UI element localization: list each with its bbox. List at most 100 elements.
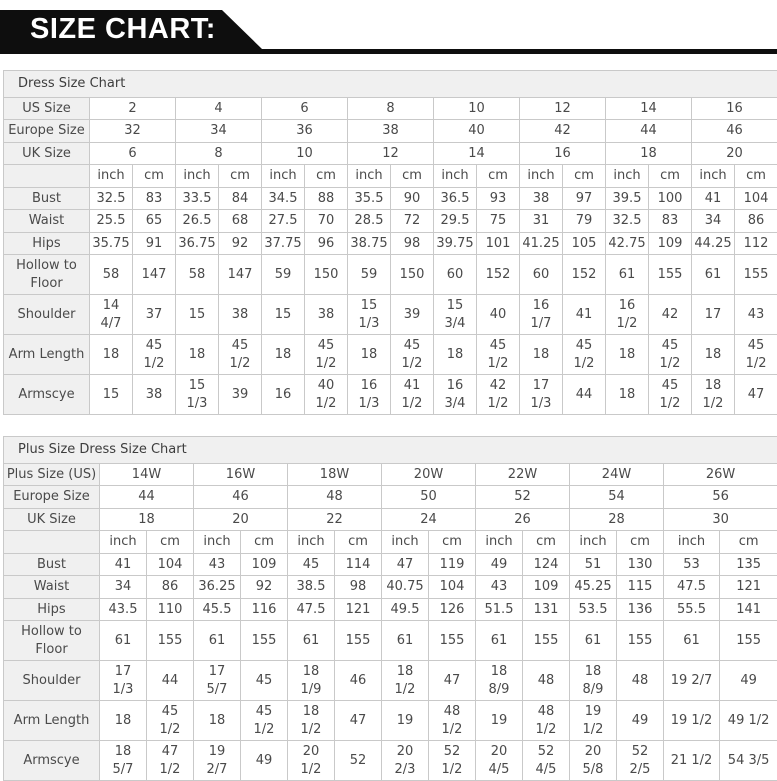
measurement-value-cell: 131: [523, 598, 570, 621]
cell-value: 47 1/2: [160, 743, 181, 778]
cell-value: 45.25: [574, 579, 611, 594]
measurement-value-cell: 43.5: [100, 598, 147, 621]
measurement-value-cell: 45 1/2: [241, 701, 288, 741]
measurement-value-cell: 35.5: [348, 187, 391, 210]
measurement-value-cell: 83: [649, 210, 692, 233]
measurement-value-cell: 19: [476, 701, 523, 741]
cell-value: 45: [303, 557, 320, 572]
cell-value: 47: [350, 713, 367, 728]
cell-value: 19: [491, 713, 508, 728]
cell-value: 150: [314, 267, 339, 282]
measurement-value-cell: 15: [176, 295, 219, 335]
cell-value: 83: [146, 191, 163, 206]
measurement-value-cell: 26.5: [176, 210, 219, 233]
measurement-value-cell: 61: [476, 621, 523, 661]
unit-header-cell: cm: [617, 531, 664, 554]
measurement-value-cell: 155: [429, 621, 476, 661]
cell-value: 109: [658, 236, 683, 251]
unit-header-cell: cm: [241, 531, 288, 554]
measurement-value-cell: 55.5: [664, 598, 720, 621]
measurement-value-cell: 45 1/2: [649, 375, 692, 415]
cell-value: 27.5: [269, 213, 298, 228]
cell-value: 83: [662, 213, 679, 228]
cell-value: 18 1/2: [395, 663, 416, 698]
cell-value: 17: [705, 307, 722, 322]
cell-value: 59: [361, 267, 378, 282]
cell-value: 46: [350, 673, 367, 688]
unit-header-cell: cm: [335, 531, 382, 554]
unit-header-cell: cm: [305, 165, 348, 188]
size-value-cell: 44: [606, 120, 692, 143]
measurement-value-cell: 52 2/5: [617, 741, 664, 781]
cell-value: 60: [533, 267, 550, 282]
cell-value: 49: [256, 753, 273, 768]
cell-value: 19 2/7: [671, 672, 713, 690]
measurement-value-cell: 45 1/2: [649, 335, 692, 375]
cell-value: 116: [252, 602, 277, 617]
size-value-cell: 6: [90, 142, 176, 165]
measurement-value-cell: 42.75: [606, 232, 649, 255]
size-value-cell: 20W: [382, 463, 476, 486]
measurement-value-cell: 47: [335, 701, 382, 741]
cell-value: 41: [576, 307, 593, 322]
cell-value: 55.5: [677, 602, 706, 617]
cell-value: 52 1/2: [442, 743, 463, 778]
measurement-value-cell: 150: [305, 255, 348, 295]
table-title: Plus Size Dress Size Chart: [4, 437, 777, 464]
measurement-value-cell: 91: [133, 232, 176, 255]
measurement-value-cell: 18 1/9: [288, 661, 335, 701]
measurement-value-cell: 35.75: [90, 232, 133, 255]
size-value-cell: 32: [90, 120, 176, 143]
measurement-value-cell: 155: [147, 621, 194, 661]
cell-value: 54 3/5: [728, 752, 770, 770]
measurement-value-cell: 34: [100, 576, 147, 599]
measurement-value-cell: 20 1/2: [288, 741, 335, 781]
cell-value: 32.5: [613, 213, 642, 228]
measurement-value-cell: 38.5: [288, 576, 335, 599]
measurement-value-cell: 38: [219, 295, 262, 335]
measurement-value-cell: 18: [520, 335, 563, 375]
unit-header-cell: inch: [520, 165, 563, 188]
measurement-value-cell: 150: [391, 255, 434, 295]
measurement-value-cell: 45: [288, 553, 335, 576]
cell-value: 115: [628, 579, 653, 594]
measurement-value-cell: 17 5/7: [194, 661, 241, 701]
measurement-value-cell: 60: [520, 255, 563, 295]
measurement-value-cell: 15: [90, 375, 133, 415]
row-label: Waist: [4, 210, 90, 233]
cell-value: 121: [736, 579, 761, 594]
cell-value: 33.5: [183, 191, 212, 206]
measurement-value-cell: 18: [606, 375, 649, 415]
measurement-value-cell: 34.5: [262, 187, 305, 210]
measurement-value-cell: 51: [570, 553, 617, 576]
measurement-value-cell: 45.25: [570, 576, 617, 599]
size-value-cell: 18W: [288, 463, 382, 486]
cell-value: 112: [744, 236, 769, 251]
cell-value: 47: [397, 557, 414, 572]
row-label: Hollow to Floor: [4, 255, 90, 295]
measurement-value-cell: 18 1/2: [382, 661, 429, 701]
measurement-value-cell: 45 1/2: [735, 335, 777, 375]
measurement-value-cell: 61: [570, 621, 617, 661]
measurement-value-cell: 45 1/2: [133, 335, 176, 375]
measurement-value-cell: 53.5: [570, 598, 617, 621]
cell-value: 42.75: [608, 236, 645, 251]
cell-value: 52: [350, 753, 367, 768]
unit-header-cell: inch: [262, 165, 305, 188]
measurement-value-cell: 119: [429, 553, 476, 576]
cell-value: 124: [534, 557, 559, 572]
cell-value: 36.25: [198, 579, 235, 594]
cell-value: 14 4/7: [101, 297, 122, 332]
measurement-value-cell: 42: [649, 295, 692, 335]
cell-value: 45 1/2: [660, 377, 681, 412]
size-value-cell: 16W: [194, 463, 288, 486]
measurement-value-cell: 84: [219, 187, 262, 210]
cell-value: 15: [103, 387, 120, 402]
cell-value: 141: [736, 602, 761, 617]
measurement-value-cell: 16 1/7: [520, 295, 563, 335]
measurement-value-cell: 40.75: [382, 576, 429, 599]
unit-header-cell: cm: [391, 165, 434, 188]
cell-value: 18 1/2: [301, 703, 322, 738]
measurement-value-cell: 92: [241, 576, 288, 599]
